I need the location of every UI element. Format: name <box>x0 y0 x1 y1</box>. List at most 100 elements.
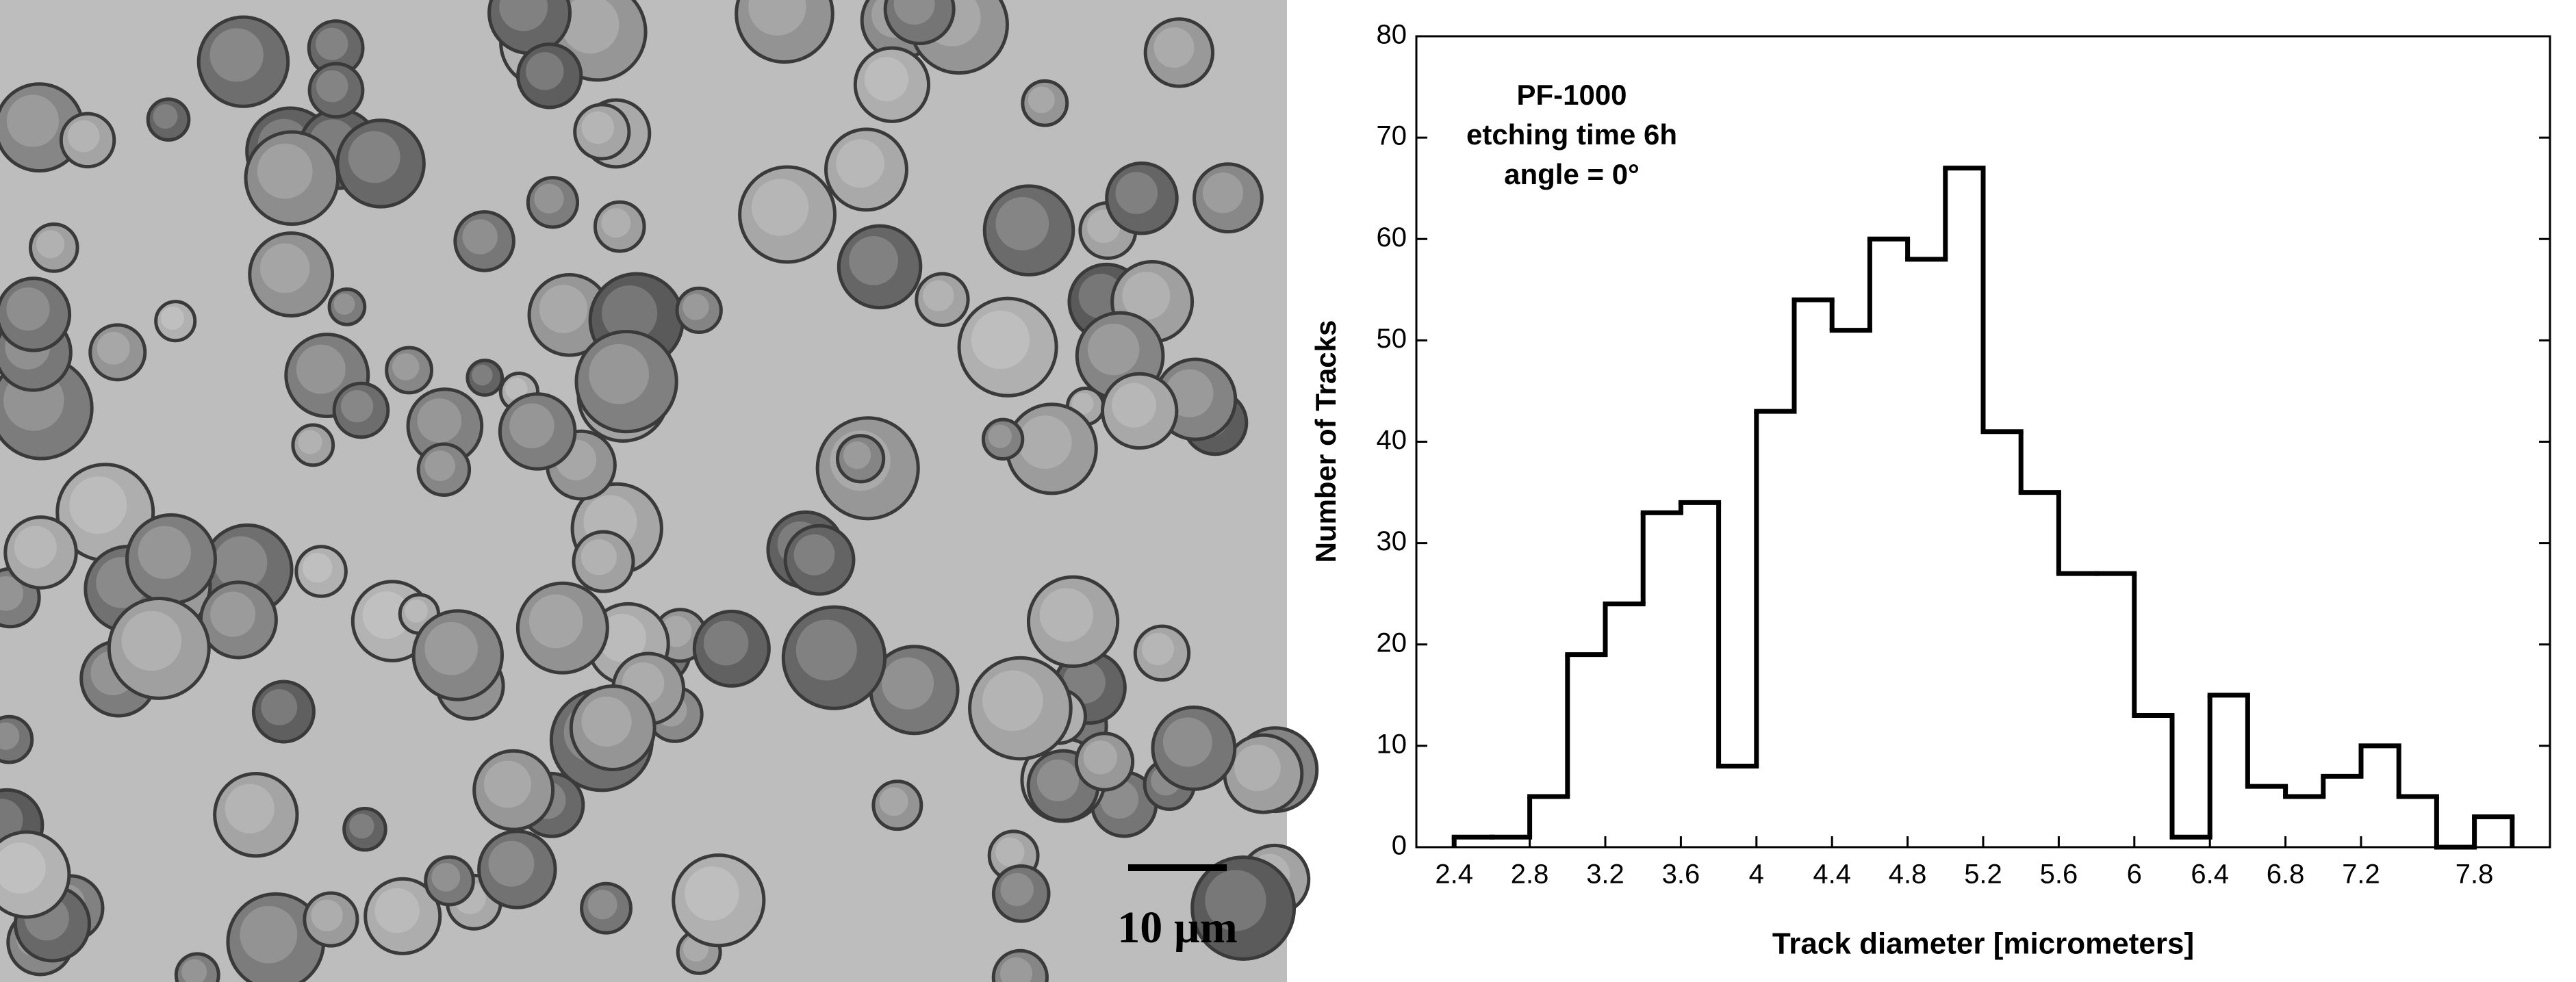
cell <box>1133 624 1191 682</box>
cell-highlight <box>0 576 23 611</box>
y-tick-label: 10 <box>1377 729 1407 759</box>
cell-highlight <box>67 120 100 153</box>
cell <box>692 609 771 688</box>
cell-highlight <box>374 888 420 933</box>
cell <box>1190 855 1297 961</box>
cell-highlight <box>1115 172 1158 214</box>
cell <box>146 97 191 142</box>
cell-highlight <box>1205 870 1266 931</box>
annotation: angle = 0° <box>1504 158 1640 190</box>
scale-bar-label: 10 µm <box>1117 903 1238 953</box>
y-tick-label: 40 <box>1377 425 1407 455</box>
cell-highlight <box>472 364 493 386</box>
cell <box>107 596 211 700</box>
cell-highlight <box>587 890 617 920</box>
cell-highlight <box>1018 415 1072 469</box>
y-tick-label: 30 <box>1377 526 1407 556</box>
x-tick-label: 4.4 <box>1813 860 1851 890</box>
cell-highlight <box>257 143 313 199</box>
cell-highlight <box>6 94 60 147</box>
cell <box>675 286 723 335</box>
cell-highlight <box>879 787 908 816</box>
cell-highlight <box>0 799 23 842</box>
cell-highlight <box>488 840 535 887</box>
cell-highlight <box>793 534 835 576</box>
cell-highlight <box>836 139 885 188</box>
cell-highlight <box>348 131 400 183</box>
annotation: PF-1000 <box>1516 79 1627 111</box>
micrograph <box>0 0 1319 982</box>
cell-highlight <box>1122 272 1171 320</box>
x-tick-label: 5.2 <box>1964 860 2002 890</box>
cell <box>515 581 609 675</box>
x-tick-label: 2.4 <box>1435 860 1473 890</box>
cell-highlight <box>971 310 1030 370</box>
x-tick-label: 6.4 <box>2191 860 2229 890</box>
x-tick-label: 6.8 <box>2267 860 2305 890</box>
cell <box>196 15 290 108</box>
cell-highlight <box>995 197 1049 250</box>
cell-highlight <box>864 57 909 101</box>
x-axis-label: Track diameter [micrometers] <box>1772 927 2194 961</box>
cell-highlight <box>1072 393 1094 415</box>
x-tick-label: 3.6 <box>1662 860 1700 890</box>
cell-highlight <box>748 0 806 36</box>
y-tick-label: 70 <box>1377 121 1407 151</box>
y-tick-label: 80 <box>1377 20 1407 50</box>
cell <box>738 165 837 264</box>
cell <box>1193 162 1264 234</box>
cell <box>244 130 340 226</box>
cell <box>0 830 71 919</box>
y-tick-label: 50 <box>1377 324 1407 354</box>
cell <box>307 62 365 119</box>
cell <box>303 891 359 948</box>
x-tick-label: 6 <box>2127 860 2142 890</box>
cell <box>1143 17 1215 88</box>
cell <box>251 680 316 744</box>
cell-highlight <box>69 476 127 534</box>
cell <box>783 524 856 596</box>
cell <box>88 323 147 382</box>
x-tick-label: 7.2 <box>2342 860 2380 890</box>
cell-highlight <box>528 594 583 649</box>
cell-highlight <box>795 619 857 681</box>
cell-highlight <box>509 403 554 449</box>
cell <box>453 210 515 272</box>
cell-highlight <box>209 28 264 82</box>
cell-highlight <box>1087 323 1140 376</box>
x-tick-label: 7.8 <box>2456 860 2494 890</box>
cell <box>871 779 923 831</box>
cell <box>1105 161 1179 235</box>
cell-highlight <box>121 610 182 671</box>
annotation: etching time 6h <box>1466 118 1677 151</box>
cell-highlight <box>14 526 57 569</box>
cell <box>411 609 505 701</box>
cell-highlight <box>153 104 178 129</box>
cell-highlight <box>97 331 130 365</box>
cell-highlight <box>0 842 46 894</box>
y-axis-label: Number of Tracks <box>1310 320 1342 563</box>
cell <box>837 224 923 310</box>
cell <box>213 772 299 858</box>
x-tick-label: 4.8 <box>1889 860 1927 890</box>
cell <box>28 222 79 273</box>
cell-highlight <box>499 0 548 31</box>
cell-highlight <box>849 236 898 285</box>
cell-highlight <box>431 863 461 892</box>
cell-highlight <box>581 111 615 144</box>
cell-highlight <box>424 621 478 675</box>
cell-highlight <box>751 179 809 236</box>
cell <box>248 231 335 318</box>
cell <box>3 515 78 590</box>
cell-highlight <box>36 230 65 259</box>
cell <box>498 392 577 471</box>
cell-highlight <box>302 552 333 583</box>
cell-highlight <box>484 760 531 808</box>
cell-highlight <box>298 430 322 454</box>
chart: Track diameter [micrometers] Number of T… <box>1310 20 2551 961</box>
cell <box>291 423 335 467</box>
cell <box>991 948 1049 982</box>
cell <box>853 46 931 123</box>
cell-highlight <box>703 620 749 666</box>
